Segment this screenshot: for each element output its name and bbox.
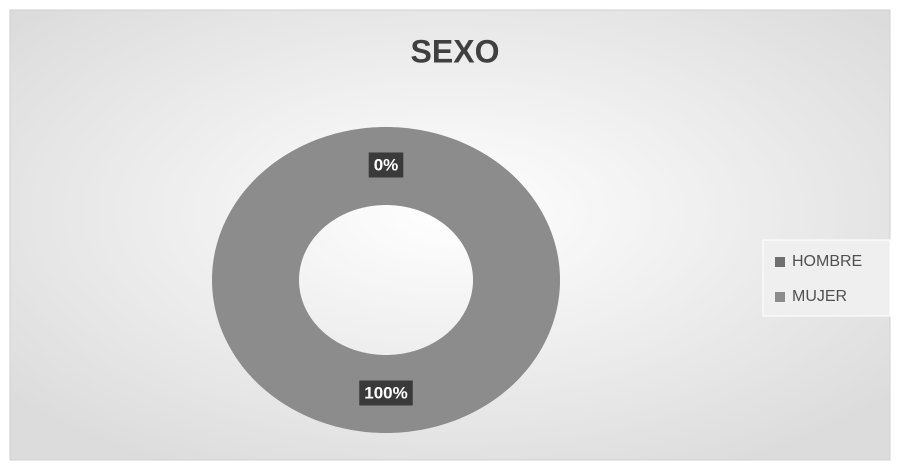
legend-swatch [775, 257, 785, 267]
slice [212, 127, 560, 433]
legend-label: MUJER [792, 288, 847, 305]
legend-box [762, 239, 891, 317]
data-label: 100% [364, 383, 407, 402]
chart-title: SEXO [411, 33, 500, 69]
data-label-box [368, 152, 404, 178]
data-label: 0% [374, 155, 399, 174]
legend-label: HOMBRE [792, 253, 862, 270]
legend-swatch [775, 292, 785, 302]
data-label-box [359, 380, 413, 406]
